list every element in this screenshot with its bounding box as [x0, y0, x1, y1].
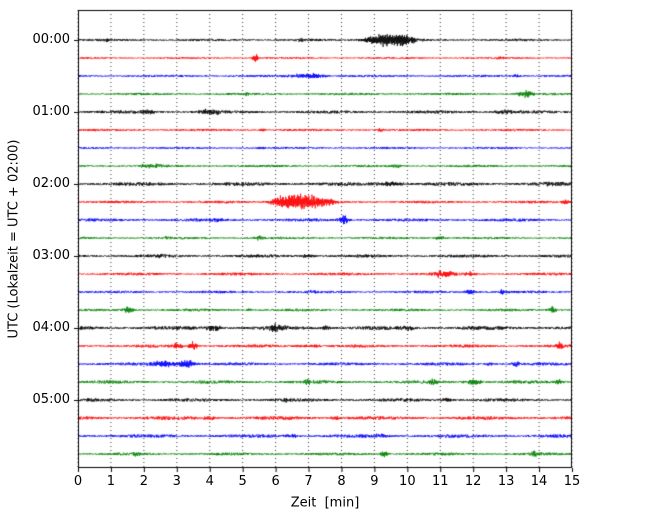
x-tick-label: 15: [563, 474, 581, 489]
x-tick-label: 0: [73, 474, 83, 489]
y-tick-label: 04:00: [32, 320, 70, 335]
x-tick-label: 4: [205, 474, 214, 489]
x-tick-label: 8: [337, 474, 346, 489]
x-tick-label: 13: [497, 474, 515, 489]
x-tick-label: 7: [304, 474, 313, 489]
y-tick-label: 05:00: [32, 392, 70, 407]
x-axis-label: Zeit [min]: [290, 495, 360, 511]
x-tick-label: 10: [399, 474, 416, 489]
x-tick-label: 14: [530, 474, 548, 489]
x-tick-label: 12: [464, 474, 482, 489]
x-tick-label: 9: [370, 474, 379, 489]
x-tick-label: 6: [271, 474, 280, 489]
y-axis-label: UTC (Lokalzeit = UTC + 02:00): [6, 139, 22, 339]
y-tick-label: 01:00: [32, 104, 70, 119]
x-tick-label: 2: [139, 474, 148, 489]
x-tick-label: 1: [106, 474, 116, 489]
y-tick-label: 02:00: [32, 176, 70, 191]
y-tick-label: 03:00: [32, 248, 70, 263]
x-tick-label: 11: [431, 474, 449, 489]
x-tick-label: 5: [238, 474, 247, 489]
x-tick-label: 3: [172, 474, 181, 489]
y-tick-label: 00:00: [32, 32, 70, 47]
